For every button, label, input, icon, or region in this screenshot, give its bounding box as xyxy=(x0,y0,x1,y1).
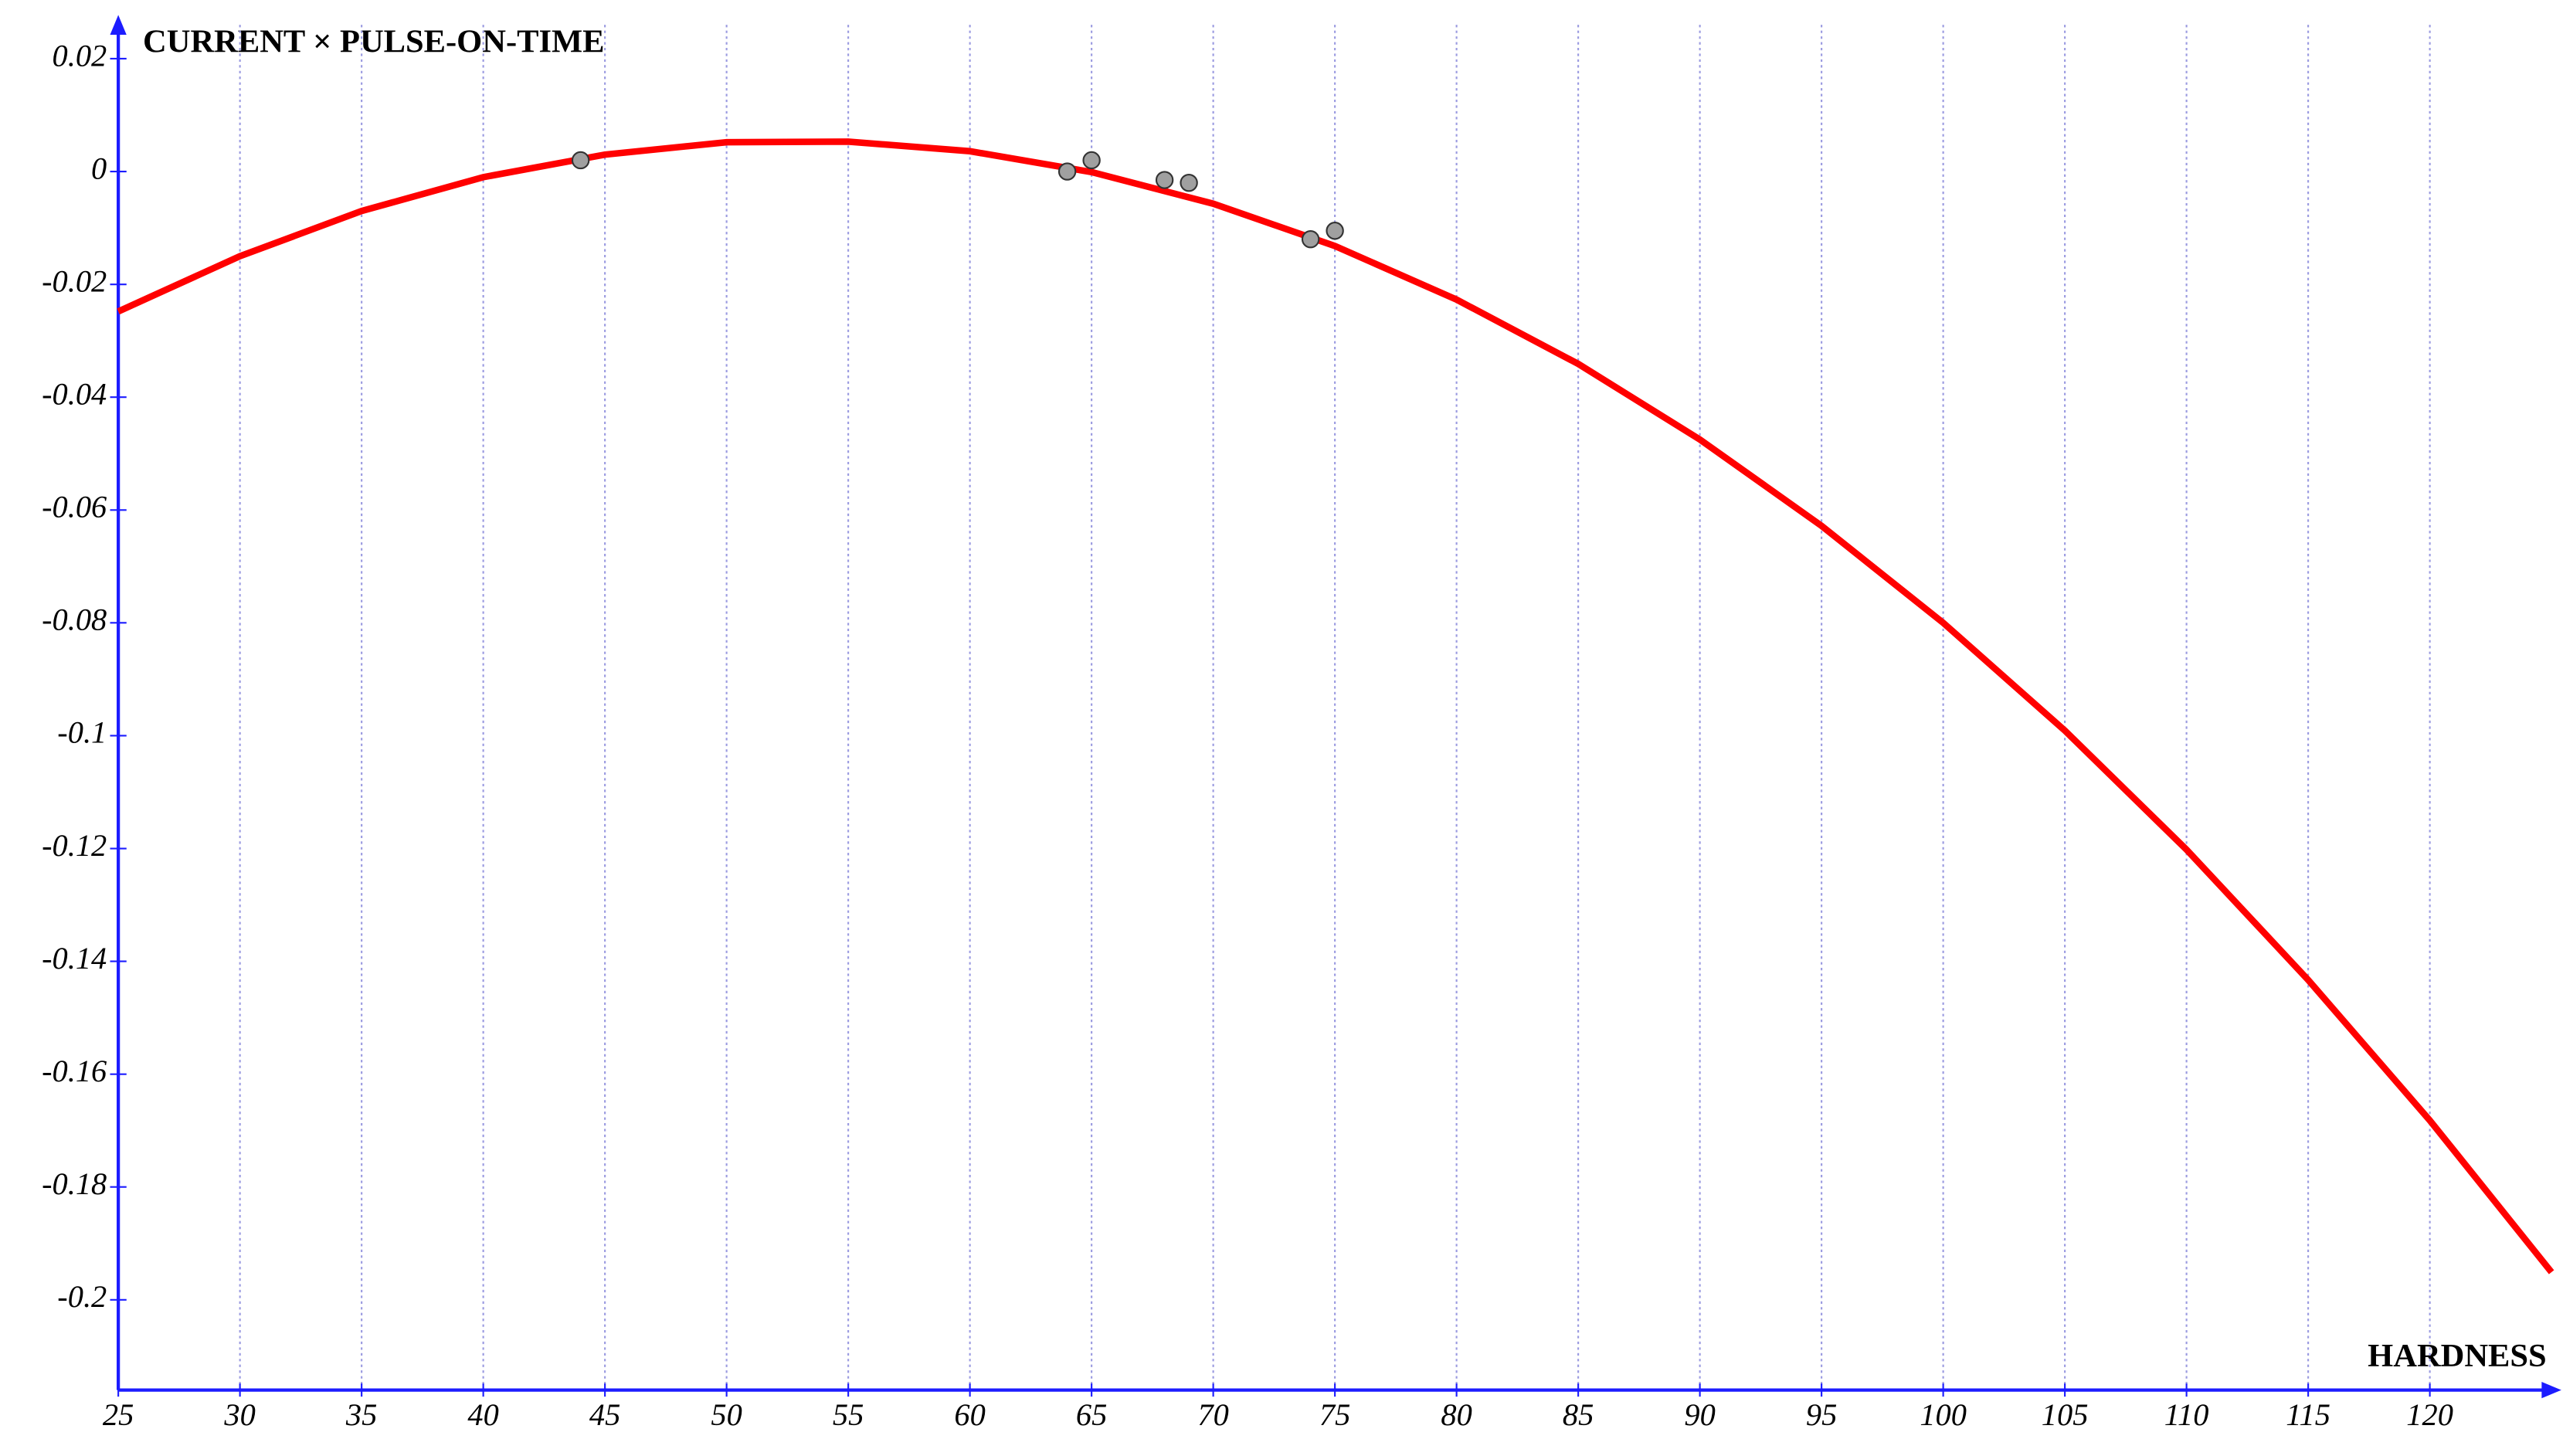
x-tick-label: 110 xyxy=(2164,1397,2209,1432)
y-axis-arrow xyxy=(110,15,127,35)
x-tick-label: 35 xyxy=(345,1397,377,1432)
x-tick-label: 85 xyxy=(1563,1397,1594,1432)
x-tick-label: 95 xyxy=(1806,1397,1837,1432)
x-tick-label: 45 xyxy=(589,1397,620,1432)
y-tick-label: -0.1 xyxy=(57,715,107,750)
x-tick-label: 40 xyxy=(467,1397,498,1432)
x-tick-label: 65 xyxy=(1076,1397,1107,1432)
y-tick-label: -0.02 xyxy=(42,263,107,298)
data-point xyxy=(1155,171,1174,189)
x-tick-label: 75 xyxy=(1319,1397,1350,1432)
y-tick-label: -0.2 xyxy=(57,1279,107,1314)
data-point xyxy=(1057,162,1077,181)
y-tick-label: 0.02 xyxy=(53,38,107,73)
data-point xyxy=(571,151,590,170)
y-tick-label: -0.04 xyxy=(42,376,107,411)
y-tick-label: -0.08 xyxy=(42,602,107,637)
x-tick-label: 55 xyxy=(833,1397,864,1432)
x-tick-label: 105 xyxy=(2042,1397,2089,1432)
x-tick-label: 60 xyxy=(954,1397,985,1432)
fit-curve xyxy=(117,138,2555,1274)
data-point xyxy=(1082,151,1101,170)
x-tick-label: 120 xyxy=(2406,1397,2453,1432)
x-tick-label: 80 xyxy=(1441,1397,1472,1432)
data-point xyxy=(1180,173,1198,192)
x-tick-label: 25 xyxy=(103,1397,134,1432)
y-tick-label: -0.16 xyxy=(42,1054,107,1088)
x-axis-title: HARDNESS xyxy=(2368,1338,2547,1374)
y-tick-label: -0.06 xyxy=(42,490,107,524)
y-axis-title: CURRENT × PULSE-ON-TIME xyxy=(143,23,604,59)
y-tick-label: 0 xyxy=(91,151,107,185)
y-tick-label: -0.12 xyxy=(42,828,107,863)
x-axis-arrow xyxy=(2541,1382,2561,1399)
x-tick-label: 50 xyxy=(711,1397,742,1432)
data-point xyxy=(1301,230,1320,249)
x-tick-label: 30 xyxy=(223,1397,255,1432)
data-point xyxy=(1326,222,1344,240)
x-tick-label: 70 xyxy=(1197,1397,1228,1432)
x-tick-label: 90 xyxy=(1684,1397,1715,1432)
x-tick-label: 115 xyxy=(2286,1397,2330,1432)
y-tick-label: -0.18 xyxy=(42,1166,107,1201)
x-tick-label: 100 xyxy=(1920,1397,1967,1432)
y-tick-label: -0.14 xyxy=(42,941,107,976)
